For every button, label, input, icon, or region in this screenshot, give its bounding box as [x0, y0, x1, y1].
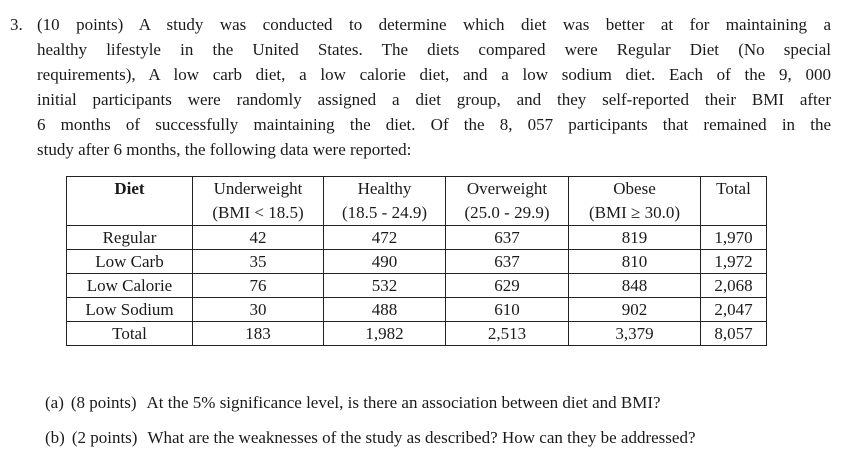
subquestion-label: (b) [45, 428, 65, 447]
subquestion-b: (b) (2 points) What are the weaknesses o… [45, 425, 844, 450]
cell-value: 848 [568, 273, 701, 298]
subquestion-text: What are the weaknesses of the study as … [147, 428, 696, 447]
table-row-total: Total 183 1,982 2,513 3,379 8,057 [66, 321, 767, 346]
column-subtitle: (BMI < 18.5) [212, 203, 304, 222]
intro-line: healthy lifestyle in the United States. … [37, 40, 831, 59]
column-header-obese: Obese (BMI ≥ 30.0) [568, 176, 701, 226]
table-header-row: Diet Underweight (BMI < 18.5) Healthy (1… [66, 176, 767, 226]
problem-intro: (10 points) A study was conducted to det… [37, 12, 831, 162]
cell-value: 488 [323, 297, 446, 322]
cell-value: 42 [192, 225, 324, 250]
column-title: Obese [613, 179, 656, 198]
cell-value: 76 [192, 273, 324, 298]
cell-value: 183 [192, 321, 324, 346]
column-title: Healthy [357, 179, 412, 198]
cell-value: 902 [568, 297, 701, 322]
cell-value: 472 [323, 225, 446, 250]
subquestion-text: At the 5% significance level, is there a… [146, 393, 661, 412]
column-header-total: Total [700, 176, 767, 226]
column-header-underweight: Underweight (BMI < 18.5) [192, 176, 324, 226]
column-header-diet: Diet [66, 176, 193, 226]
row-label: Low Sodium [66, 297, 193, 322]
cell-value: 637 [445, 249, 569, 274]
table-row-regular: Regular 42 472 637 819 1,970 [66, 225, 767, 250]
row-label: Regular [66, 225, 193, 250]
subquestion-points: (8 points) [70, 393, 137, 412]
column-subtitle: (BMI ≥ 30.0) [588, 203, 681, 222]
column-title: Diet [114, 179, 145, 198]
cell-value: 2,068 [700, 273, 767, 298]
cell-value: 1,982 [323, 321, 446, 346]
intro-line: initial participants were randomly assig… [37, 90, 831, 109]
table-row-low-carb: Low Carb 35 490 637 810 1,972 [66, 249, 767, 274]
subquestion-a: (a) (8 points) At the 5% significance le… [45, 390, 844, 415]
intro-line: study after 6 months, the following data… [37, 140, 412, 159]
diet-bmi-table-container: Diet Underweight (BMI < 18.5) Healthy (1… [66, 176, 844, 346]
cell-value: 629 [445, 273, 569, 298]
cell-value: 819 [568, 225, 701, 250]
cell-value: 1,972 [700, 249, 767, 274]
row-label: Total [66, 321, 193, 346]
cell-value: 30 [192, 297, 324, 322]
column-title: Underweight [213, 179, 303, 198]
cell-value: 2,513 [445, 321, 569, 346]
cell-value: 35 [192, 249, 324, 274]
row-label: Low Carb [66, 249, 193, 274]
table-row-low-calorie: Low Calorie 76 532 629 848 2,068 [66, 273, 767, 298]
cell-value: 3,379 [568, 321, 701, 346]
column-title: Total [716, 179, 751, 198]
column-header-overweight: Overweight (25.0 - 29.9) [445, 176, 569, 226]
subquestion-label: (a) [45, 393, 64, 412]
cell-value: 8,057 [700, 321, 767, 346]
cell-value: 490 [323, 249, 446, 274]
cell-value: 1,970 [700, 225, 767, 250]
table-row-low-sodium: Low Sodium 30 488 610 902 2,047 [66, 297, 767, 322]
intro-line: 6 months of successfully maintaining the… [37, 115, 831, 134]
column-header-healthy: Healthy (18.5 - 24.9) [323, 176, 446, 226]
cell-value: 810 [568, 249, 701, 274]
cell-value: 637 [445, 225, 569, 250]
cell-value: 610 [445, 297, 569, 322]
column-subtitle: (25.0 - 29.9) [464, 203, 550, 222]
intro-line: (10 points) A study was conducted to det… [37, 15, 831, 34]
problem-statement: 3. (10 points) A study was conducted to … [0, 0, 844, 162]
column-title: Overweight [466, 179, 548, 198]
cell-value: 2,047 [700, 297, 767, 322]
subquestions: (a) (8 points) At the 5% significance le… [45, 390, 844, 450]
subquestion-points: (2 points) [71, 428, 138, 447]
column-subtitle: (18.5 - 24.9) [342, 203, 427, 222]
problem-number: 3. [10, 15, 23, 34]
intro-line: requirements), A low carb diet, a low ca… [37, 65, 831, 84]
cell-value: 532 [323, 273, 446, 298]
diet-bmi-table: Diet Underweight (BMI < 18.5) Healthy (1… [66, 176, 767, 346]
row-label: Low Calorie [66, 273, 193, 298]
